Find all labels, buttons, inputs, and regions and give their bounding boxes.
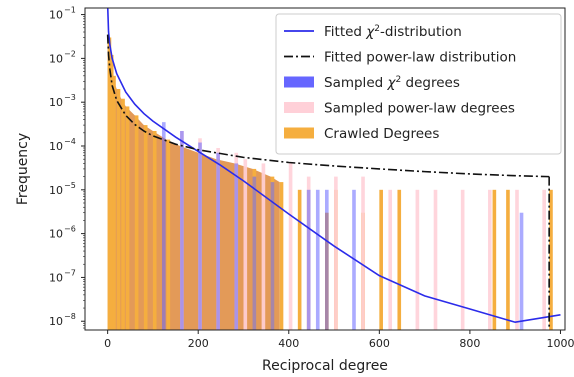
- powerlaw-sample-bar: [542, 189, 546, 330]
- legend-label: Sampled χ2 degrees: [324, 75, 460, 91]
- crawled-bar: [134, 115, 139, 330]
- y-tick-label: 10: [49, 52, 63, 65]
- legend-label: Fitted power-law distribution: [324, 50, 516, 66]
- powerlaw-sample-bar: [334, 176, 338, 330]
- powerlaw-sample-bar: [361, 176, 365, 330]
- y-tick-label: 10: [49, 9, 63, 22]
- crawled-bar: [279, 182, 284, 330]
- x-tick-label: 400: [278, 337, 299, 350]
- crawled-bar: [379, 189, 383, 330]
- y-tick-exponent: −5: [64, 181, 76, 190]
- crawled-bar: [109, 54, 114, 330]
- y-tick-label: 10: [49, 96, 63, 109]
- chi2-sample-bar: [325, 189, 329, 330]
- x-tick-label: 200: [188, 337, 209, 350]
- y-tick-label: 10: [49, 184, 63, 197]
- crawled-bar: [297, 189, 302, 330]
- crawled-bar: [107, 37, 112, 330]
- chi2-sample-bar: [315, 189, 320, 330]
- y-tick-exponent: −4: [64, 137, 76, 146]
- crawled-bar: [166, 139, 171, 330]
- chi2-sample-bar: [270, 182, 275, 330]
- crawled-bar: [492, 189, 497, 330]
- y-tick-exponent: −2: [64, 49, 76, 58]
- crawled-bar: [125, 106, 130, 330]
- y-tick-exponent: −6: [64, 225, 76, 234]
- crawled-bar: [549, 189, 553, 330]
- chi2-fit-line: [106, 8, 561, 324]
- legend-swatch-patch: [284, 76, 314, 88]
- legend-swatch-patch: [284, 127, 314, 139]
- histogram-bars: [107, 37, 553, 330]
- y-tick-exponent: −3: [64, 93, 76, 102]
- powerlaw-sample-bar: [415, 189, 420, 330]
- x-tick-label: 600: [369, 337, 390, 350]
- chi2-sample-bar: [252, 176, 257, 330]
- chi2-sample-bar: [161, 122, 166, 330]
- y-tick-label: 10: [49, 271, 63, 284]
- powerlaw-sample-bar: [460, 189, 465, 330]
- chi2-sample-bar: [180, 130, 184, 330]
- legend-label: Sampled power-law degrees: [324, 101, 515, 117]
- x-tick-label: 800: [459, 337, 480, 350]
- powerlaw-sample-bar: [261, 163, 266, 330]
- y-axis-title: Frequency: [15, 133, 31, 205]
- crawled-bar: [116, 89, 121, 330]
- chi2-sample-bar: [234, 163, 239, 330]
- crawled-bar: [397, 189, 402, 330]
- legend-label: Crawled Degrees: [324, 126, 439, 142]
- x-tick-label: 1000: [546, 337, 574, 350]
- crawled-bar: [143, 125, 148, 330]
- crawled-bar: [506, 189, 510, 330]
- y-tick-exponent: −1: [64, 6, 76, 15]
- powerlaw-sample-bar: [515, 189, 519, 330]
- y-tick-exponent: −8: [64, 312, 76, 321]
- chi2-sample-bar: [519, 212, 524, 330]
- powerlaw-sample-bar: [243, 159, 248, 330]
- legend-label: Fitted χ2-distribution: [324, 24, 462, 40]
- x-axis: 0 200 400 600 800 1000: [104, 330, 574, 350]
- powerlaw-sample-bar: [288, 163, 293, 330]
- legend: Fitted χ2-distribution Fitted power-law d…: [275, 13, 562, 155]
- powerlaw-sample-bar: [388, 189, 393, 330]
- chi2-sample-bar: [198, 142, 202, 330]
- powerlaw-fit-line: [106, 34, 550, 178]
- legend-box: [275, 13, 562, 155]
- powerlaw-sample-bar: [433, 189, 438, 330]
- y-tick-label: 10: [49, 315, 63, 328]
- y-axis: 10−110−210−310−410−510−610−710−8: [49, 6, 85, 329]
- powerlaw-sample-bar: [488, 189, 492, 330]
- y-tick-label: 10: [49, 140, 63, 153]
- chi2-sample-bar: [216, 152, 220, 330]
- y-tick-label: 10: [49, 228, 63, 241]
- x-axis-title: Reciprocal degree: [262, 358, 388, 374]
- fitted-lines: [106, 8, 561, 330]
- y-tick-exponent: −7: [64, 268, 76, 277]
- crawled-bar: [152, 130, 157, 330]
- crawled-bar: [121, 98, 125, 330]
- chi2-sample-bar: [306, 189, 311, 330]
- legend-swatch-patch: [284, 102, 314, 113]
- crawled-bar: [112, 75, 116, 330]
- x-tick-label: 0: [104, 337, 111, 350]
